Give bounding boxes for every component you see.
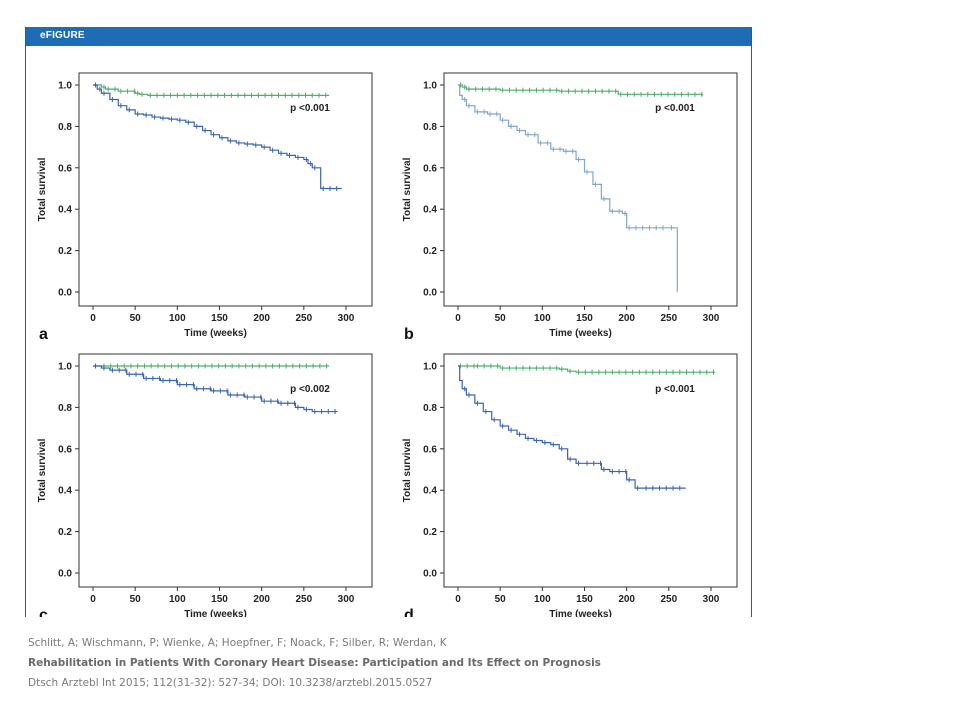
panel-letter: a [39, 326, 48, 343]
survival-curve-blue [93, 84, 342, 190]
x-tick-label: 100 [169, 594, 186, 605]
survival-curve-green [93, 84, 330, 96]
plot-box [78, 72, 373, 307]
x-axis-label: Time (weeks) [549, 609, 612, 617]
y-tick-label: 0.4 [423, 486, 437, 497]
x-tick-label: 250 [295, 313, 312, 324]
x-tick-label: 100 [534, 313, 551, 324]
y-tick-label: 0.0 [423, 569, 437, 580]
x-tick-label: 300 [338, 313, 355, 324]
y-tick-label: 0.6 [423, 444, 437, 455]
y-tick-label: 0.6 [58, 444, 72, 455]
chart-panel-b: 0.0 0.2 0.4 0.6 0.8 1.0 0 50 100 150 200 250 300 Time… [402, 72, 738, 343]
x-tick-label: 300 [703, 594, 720, 605]
survival-curve-green [458, 365, 716, 373]
survival-curve-light_blue [458, 84, 678, 292]
y-tick-label: 0.4 [58, 486, 72, 497]
survival-curve-green [458, 84, 704, 96]
p-value-annotation: p <0.001 [290, 103, 330, 114]
y-tick-label: 0.8 [58, 122, 72, 133]
figure-label: eFIGURE [40, 30, 85, 41]
y-tick-label: 0.0 [58, 288, 72, 299]
panel-letter: d [404, 607, 414, 617]
x-tick-label: 300 [703, 313, 720, 324]
survival-curve-blue [93, 365, 338, 413]
x-tick-label: 50 [130, 313, 142, 324]
caption-authors: Schlitt, A; Wischmann, P; Wienke, A; Hoe… [28, 637, 447, 649]
x-tick-label: 150 [576, 594, 593, 605]
y-tick-label: 1.0 [423, 81, 437, 92]
y-tick-label: 0.4 [423, 205, 437, 216]
plot-box [78, 353, 373, 588]
km-plots: 0.0 0.2 0.4 0.6 0.8 1.0 0 50 100 150 200 250 300 Time… [37, 72, 738, 617]
x-tick-label: 200 [253, 313, 270, 324]
y-tick-label: 0.2 [58, 246, 72, 257]
chart-panel-c: 0.0 0.2 0.4 0.6 0.8 1.0 0 50 100 150 200 250 300 Time… [37, 353, 373, 617]
y-tick-label: 0.4 [58, 205, 72, 216]
x-tick-label: 150 [211, 594, 228, 605]
x-tick-label: 250 [295, 594, 312, 605]
y-axis-label: Total survival [37, 438, 48, 502]
y-tick-label: 0.0 [58, 569, 72, 580]
x-tick-label: 150 [211, 313, 228, 324]
y-tick-label: 1.0 [58, 81, 72, 92]
y-tick-label: 0.8 [58, 403, 72, 414]
x-tick-label: 200 [618, 594, 635, 605]
p-value-annotation: p <0.002 [290, 384, 330, 395]
x-tick-label: 200 [253, 594, 270, 605]
panel-letter: b [404, 326, 414, 343]
panel-letter: c [39, 607, 48, 617]
caption-title: Rehabilitation in Patients With Coronary… [28, 657, 601, 669]
y-tick-label: 0.6 [423, 163, 437, 174]
y-tick-label: 1.0 [58, 362, 72, 373]
y-axis-label: Total survival [37, 157, 48, 221]
x-tick-label: 0 [90, 594, 96, 605]
y-tick-label: 0.8 [423, 122, 437, 133]
y-axis-label: Total survival [402, 438, 413, 502]
caption-citation: Dtsch Arztebl Int 2015; 112(31-32): 527-… [28, 677, 433, 689]
x-tick-label: 300 [338, 594, 355, 605]
plot-box [443, 353, 738, 588]
x-tick-label: 150 [576, 313, 593, 324]
survival-curve-blue [458, 365, 686, 489]
y-tick-label: 0.2 [423, 246, 437, 257]
chart-panel-d: 0.0 0.2 0.4 0.6 0.8 1.0 0 50 100 150 200 250 300 Time… [402, 353, 738, 617]
x-tick-label: 0 [455, 313, 461, 324]
x-tick-label: 100 [169, 313, 186, 324]
y-tick-label: 0.2 [423, 527, 437, 538]
x-tick-label: 250 [660, 594, 677, 605]
y-tick-label: 0.0 [423, 288, 437, 299]
p-value-annotation: p <0.001 [655, 384, 695, 395]
x-tick-label: 250 [660, 313, 677, 324]
y-tick-label: 0.6 [58, 163, 72, 174]
y-tick-label: 0.2 [58, 527, 72, 538]
x-tick-label: 50 [130, 594, 142, 605]
y-axis-label: Total survival [402, 157, 413, 221]
x-axis-label: Time (weeks) [184, 609, 247, 617]
figure-header: eFIGURE [26, 27, 751, 46]
chart-panel-a: 0.0 0.2 0.4 0.6 0.8 1.0 0 50 100 150 200 250 300 Time… [37, 72, 373, 343]
x-tick-label: 50 [495, 313, 507, 324]
x-tick-label: 100 [534, 594, 551, 605]
figure-frame: eFIGURE 0.0 0.2 0.4 0.6 0.8 1.0 0 50 100 150 200 25… [25, 27, 752, 617]
p-value-annotation: p <0.001 [655, 103, 695, 114]
x-tick-label: 200 [618, 313, 635, 324]
plot-box [443, 72, 738, 307]
x-axis-label: Time (weeks) [549, 328, 612, 339]
y-tick-label: 1.0 [423, 362, 437, 373]
y-tick-label: 0.8 [423, 403, 437, 414]
x-axis-label: Time (weeks) [184, 328, 247, 339]
x-tick-label: 50 [495, 594, 507, 605]
x-tick-label: 0 [90, 313, 96, 324]
x-tick-label: 0 [455, 594, 461, 605]
